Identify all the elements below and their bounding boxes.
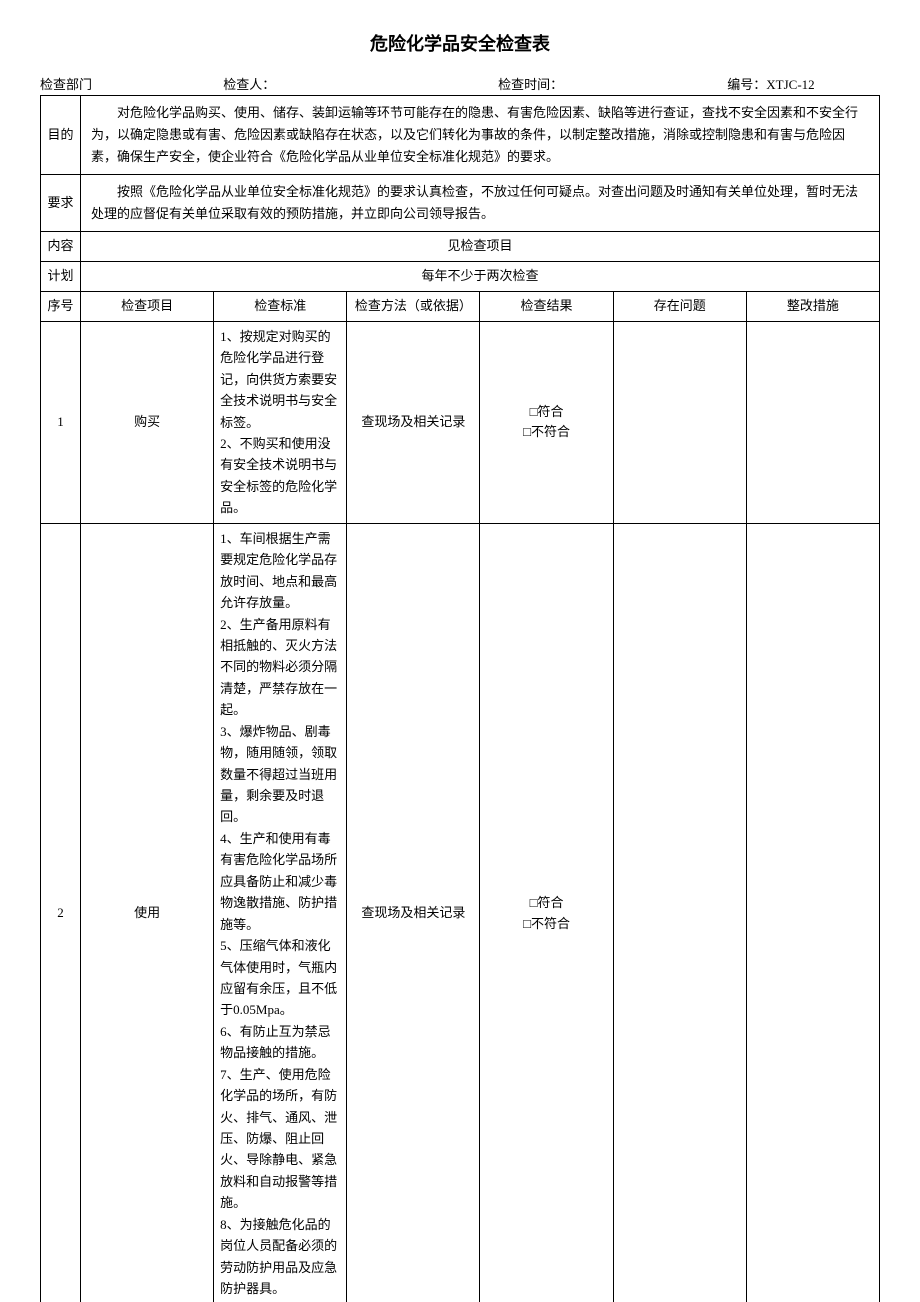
row-method: 查现场及相关记录 [347, 321, 480, 523]
col-method: 检查方法（或依据） [347, 292, 480, 322]
std-line: 7、生产、使用危险化学品的场所，有防火、排气、通风、泄压、防爆、阻止回火、导除静… [220, 1064, 340, 1214]
inspector-label: 检查人： [223, 74, 498, 93]
row-action [746, 523, 879, 1302]
code-field: 编号：XTJC-12 [727, 74, 880, 93]
row-action [746, 321, 879, 523]
row-seq: 1 [41, 321, 81, 523]
page-title: 危险化学品安全检查表 [40, 30, 880, 56]
table-row: 2 使用 1、车间根据生产需要规定危险化学品存放时间、地点和最高允许存放量。 2… [41, 523, 880, 1302]
row-result: □符合 □不符合 [480, 321, 613, 523]
row-method: 查现场及相关记录 [347, 523, 480, 1302]
column-header-row: 序号 检查项目 检查标准 检查方法（或依据） 检查结果 存在问题 整改措施 [41, 292, 880, 322]
row-standard: 1、车间根据生产需要规定危险化学品存放时间、地点和最高允许存放量。 2、生产备用… [214, 523, 347, 1302]
content-label: 内容 [41, 232, 81, 262]
std-line: 1、按规定对购买的危险化学品进行登记，向供货方索要安全技术说明书与安全标签。 [220, 326, 340, 433]
header-row: 检查部门 检查人： 检查时间： 编号：XTJC-12 [40, 74, 880, 93]
requirement-label: 要求 [41, 175, 81, 232]
requirement-text: 按照《危险化学品从业单位安全标准化规范》的要求认真检查，不放过任何可疑点。对查出… [81, 175, 880, 232]
row-result: □符合 □不符合 [480, 523, 613, 1302]
purpose-label: 目的 [41, 96, 81, 175]
result-option: □不符合 [486, 914, 606, 935]
table-row: 1 购买 1、按规定对购买的危险化学品进行登记，向供货方索要安全技术说明书与安全… [41, 321, 880, 523]
requirement-row: 要求 按照《危险化学品从业单位安全标准化规范》的要求认真检查，不放过任何可疑点。… [41, 175, 880, 232]
purpose-text: 对危险化学品购买、使用、储存、装卸运输等环节可能存在的隐患、有害危险因素、缺陷等… [81, 96, 880, 175]
dept-label: 检查部门 [40, 74, 223, 93]
row-problem [613, 321, 746, 523]
col-result: 检查结果 [480, 292, 613, 322]
std-line: 6、有防止互为禁忌物品接触的措施。 [220, 1021, 340, 1064]
content-row: 内容 见检查项目 [41, 232, 880, 262]
col-seq: 序号 [41, 292, 81, 322]
result-option: □符合 [486, 893, 606, 914]
col-standard: 检查标准 [214, 292, 347, 322]
code-label: 编号： [727, 77, 766, 92]
std-line: 3、爆炸物品、剧毒物，随用随领，领取数量不得超过当班用量，剩余要及时退回。 [220, 721, 340, 828]
row-standard: 1、按规定对购买的危险化学品进行登记，向供货方索要安全技术说明书与安全标签。 2… [214, 321, 347, 523]
row-problem [613, 523, 746, 1302]
col-item: 检查项目 [81, 292, 214, 322]
plan-text: 每年不少于两次检查 [81, 262, 880, 292]
std-line: 5、压缩气体和液化气体使用时，气瓶内应留有余压，且不低于0.05Mpa。 [220, 935, 340, 1021]
time-label: 检查时间： [498, 74, 727, 93]
result-option: □符合 [486, 402, 606, 423]
col-action: 整改措施 [746, 292, 879, 322]
plan-row: 计划 每年不少于两次检查 [41, 262, 880, 292]
content-text: 见检查项目 [81, 232, 880, 262]
std-line: 2、不购买和使用没有安全技术说明书与安全标签的危险化学品。 [220, 433, 340, 519]
col-problem: 存在问题 [613, 292, 746, 322]
std-line: 4、生产和使用有毒有害危险化学品场所应具备防止和减少毒物逸散措施、防护措施等。 [220, 828, 340, 935]
row-item: 使用 [81, 523, 214, 1302]
result-option: □不符合 [486, 422, 606, 443]
inspection-table: 目的 对危险化学品购买、使用、储存、装卸运输等环节可能存在的隐患、有害危险因素、… [40, 95, 880, 1302]
std-line: 8、为接触危化品的岗位人员配备必须的劳动防护用品及应急防护器具。 [220, 1214, 340, 1300]
plan-label: 计划 [41, 262, 81, 292]
code-value: XTJC-12 [766, 77, 814, 92]
std-line: 1、车间根据生产需要规定危险化学品存放时间、地点和最高允许存放量。 [220, 528, 340, 614]
row-item: 购买 [81, 321, 214, 523]
row-seq: 2 [41, 523, 81, 1302]
purpose-row: 目的 对危险化学品购买、使用、储存、装卸运输等环节可能存在的隐患、有害危险因素、… [41, 96, 880, 175]
std-line: 2、生产备用原料有相抵触的、灭火方法不同的物料必须分隔清楚，严禁存放在一起。 [220, 614, 340, 721]
